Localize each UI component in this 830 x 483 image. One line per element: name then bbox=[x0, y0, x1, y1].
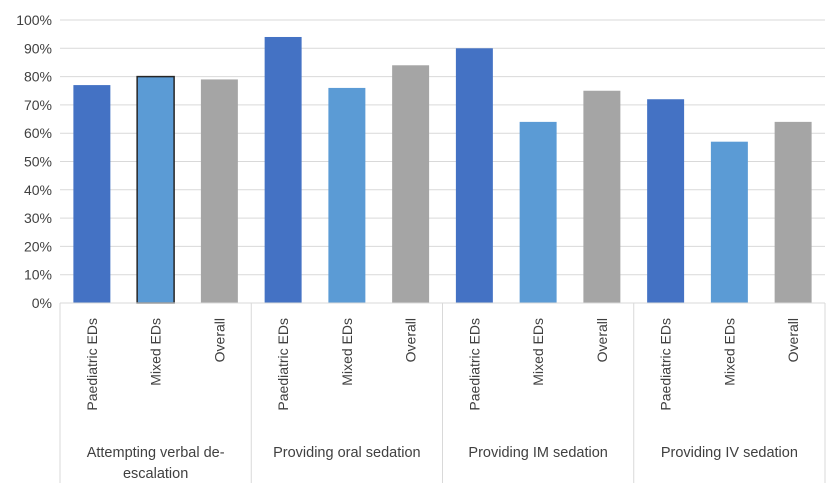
group-label: escalation bbox=[123, 466, 188, 482]
group-label: Providing IM sedation bbox=[468, 445, 607, 461]
category-label: Mixed EDs bbox=[339, 318, 355, 386]
bar bbox=[328, 87, 366, 303]
y-tick-label: 80% bbox=[24, 69, 52, 85]
bars bbox=[73, 36, 812, 304]
category-label: Paediatric EDs bbox=[658, 318, 674, 411]
bar bbox=[710, 141, 748, 303]
y-tick-label: 20% bbox=[24, 238, 52, 254]
y-tick-label: 90% bbox=[24, 40, 52, 56]
y-tick-label: 50% bbox=[24, 154, 52, 170]
bar bbox=[455, 48, 493, 303]
category-label: Paediatric EDs bbox=[466, 318, 482, 411]
bar bbox=[73, 85, 111, 303]
gridlines bbox=[60, 19, 825, 276]
y-tick-label: 40% bbox=[24, 182, 52, 198]
y-tick-label: 70% bbox=[24, 97, 52, 113]
category-label: Mixed EDs bbox=[721, 318, 737, 386]
y-tick-label: 0% bbox=[32, 295, 52, 311]
group-label: Attempting verbal de- bbox=[87, 445, 225, 461]
y-tick-label: 10% bbox=[24, 267, 52, 283]
group-label: Providing oral sedation bbox=[273, 445, 421, 461]
bar bbox=[774, 121, 812, 303]
bar bbox=[392, 65, 430, 303]
category-label: Overall bbox=[211, 318, 227, 362]
y-tick-label: 60% bbox=[24, 125, 52, 141]
group-labels: Attempting verbal de-escalation Providing… bbox=[87, 445, 798, 482]
bar bbox=[519, 121, 557, 303]
category-label: Mixed EDs bbox=[148, 318, 164, 386]
category-label: Overall bbox=[785, 318, 801, 362]
category-label: Paediatric EDs bbox=[84, 318, 100, 411]
y-axis-tick-labels: 0% 10% 20% 30% 40% 50% 60% 70% 80% 90% 100% bbox=[16, 12, 52, 311]
bar bbox=[200, 79, 238, 304]
y-tick-label: 30% bbox=[24, 210, 52, 226]
category-label: Overall bbox=[403, 318, 419, 362]
bar bbox=[264, 36, 302, 303]
y-tick-label: 100% bbox=[16, 12, 52, 28]
bar bbox=[136, 75, 175, 304]
category-label: Paediatric EDs bbox=[275, 318, 291, 411]
bar bbox=[647, 99, 685, 304]
category-label: Overall bbox=[594, 318, 610, 362]
category-labels: Paediatric EDs Mixed EDs Overall Paediatric… bbox=[84, 318, 801, 411]
group-label: Providing IV sedation bbox=[661, 445, 798, 461]
bar bbox=[583, 90, 621, 303]
x-axis bbox=[59, 302, 826, 483]
category-label: Mixed EDs bbox=[530, 318, 546, 386]
